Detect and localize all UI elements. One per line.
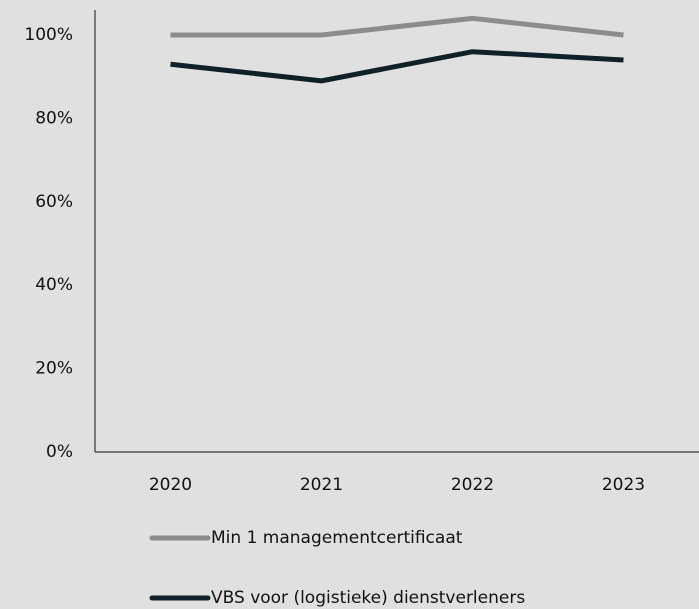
legend-label: Min 1 managementcertificaat — [211, 528, 463, 548]
x-tick-label: 2021 — [300, 475, 343, 495]
series-line — [170, 49, 624, 84]
y-tick-label: 0% — [46, 442, 73, 462]
y-tick-label: 20% — [35, 359, 73, 379]
x-tick-label: 2020 — [149, 475, 192, 495]
y-tick-label: 100% — [24, 25, 73, 45]
y-tick-label: 80% — [35, 108, 73, 128]
legend-label: VBS voor (logistieke) dienstverleners — [211, 588, 525, 608]
x-tick-label: 2022 — [451, 475, 494, 495]
y-tick-label: 40% — [35, 275, 73, 295]
x-tick-label: 2023 — [602, 475, 645, 495]
series-line — [170, 15, 624, 38]
y-tick-label: 60% — [35, 192, 73, 212]
